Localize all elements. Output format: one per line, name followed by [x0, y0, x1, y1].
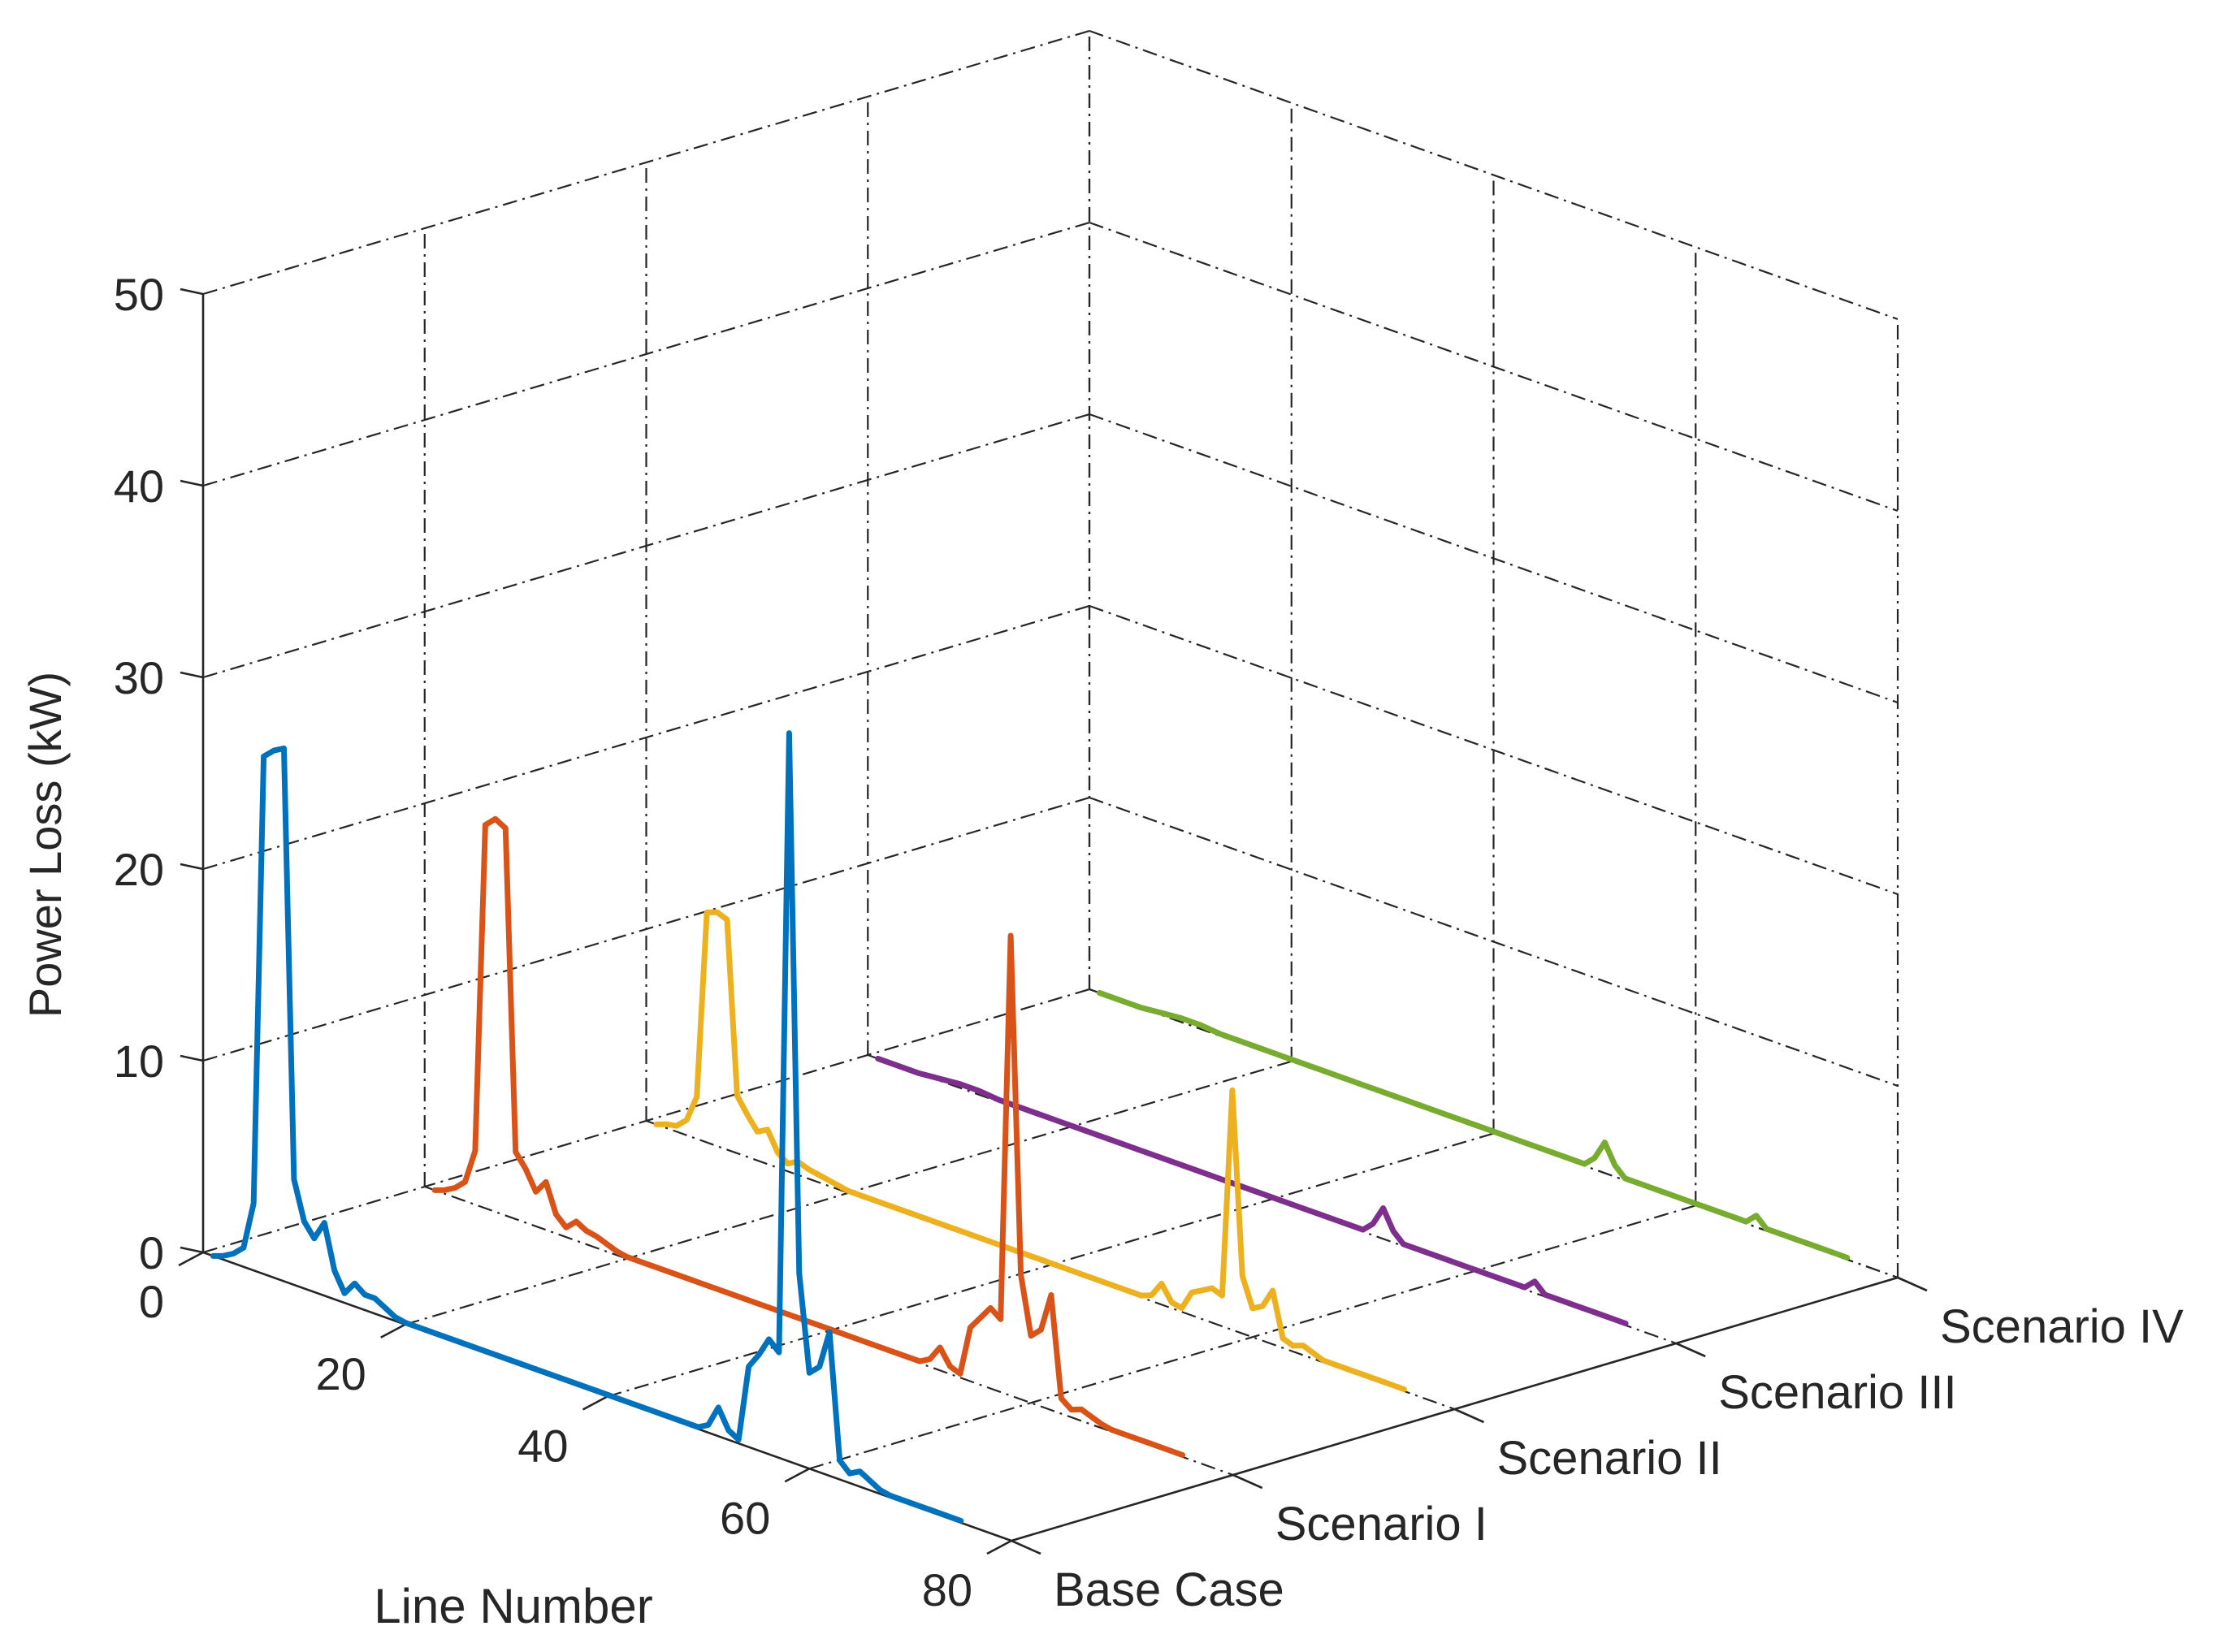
z-tick-label: 50: [114, 269, 164, 320]
series-line-scenario-i: [431, 815, 1186, 1458]
series-line-scenario-iv: [1096, 989, 1851, 1261]
z-tick-label: 10: [114, 1036, 164, 1087]
gridline-x-floor: [808, 1204, 1696, 1470]
x-tick-mark: [582, 1395, 608, 1411]
series-line-scenario-ii: [653, 909, 1407, 1392]
gridline-z-right: [1089, 221, 1899, 512]
x-tick-label: 20: [315, 1348, 366, 1399]
category-tick-mark: [1011, 1539, 1041, 1555]
x-tick-mark: [380, 1323, 406, 1338]
category-tick-mark: [1232, 1473, 1263, 1490]
z-tick-mark: [180, 479, 204, 487]
z-tick-mark: [180, 671, 204, 679]
z-tick-mark: [180, 1054, 204, 1062]
z-tick-label: 40: [114, 461, 164, 512]
category-tick-label: Scenario II: [1497, 1432, 1722, 1485]
z-tick-label: 20: [114, 844, 164, 895]
x-tick-label: 80: [922, 1564, 972, 1615]
category-tick-label: Scenario III: [1718, 1366, 1956, 1419]
category-tick-mark: [1897, 1276, 1928, 1292]
series-line-scenario-iii: [875, 1055, 1629, 1326]
series-layer: [210, 730, 1851, 1524]
gridline-z-back: [202, 221, 1090, 487]
x-tick-mark: [784, 1468, 810, 1483]
category-tick-label: Scenario I: [1275, 1498, 1487, 1550]
x-axis-label: Line Number: [374, 1579, 653, 1633]
z-tick-mark: [180, 863, 204, 871]
gridline-z-back: [202, 29, 1090, 296]
series-line-base-case: [210, 730, 964, 1524]
x-tick-label: 40: [517, 1421, 568, 1472]
category-tick-mark: [1453, 1408, 1485, 1424]
category-tick-label: Scenario IV: [1940, 1300, 2184, 1353]
z-tick-label: 0: [139, 1227, 164, 1278]
x-tick-mark: [178, 1251, 204, 1267]
axis-layer: [178, 288, 1928, 1555]
category-tick-label: Base Case: [1054, 1563, 1284, 1616]
z-tick-mark: [180, 288, 204, 296]
x-tick-label: 0: [139, 1276, 164, 1327]
z-tick-label: 30: [114, 652, 164, 703]
gridline-z-right: [1089, 29, 1899, 321]
category-tick-mark: [1675, 1342, 1706, 1358]
z-tick-mark: [180, 1246, 204, 1254]
x-tick-label: 60: [720, 1492, 770, 1543]
z-axis-label: Power Loss (kW): [19, 672, 71, 1018]
x-tick-mark: [986, 1539, 1012, 1555]
